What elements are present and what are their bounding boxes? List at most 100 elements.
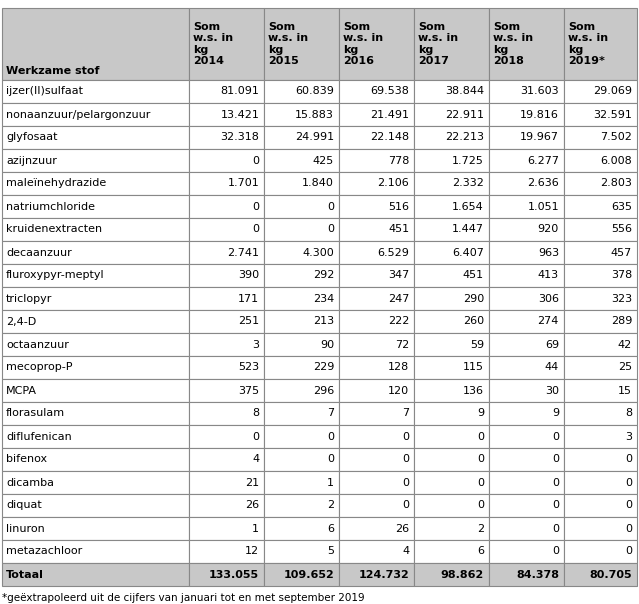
- Bar: [564, 517, 637, 540]
- Text: 0: 0: [477, 431, 484, 442]
- Bar: [2, 149, 189, 172]
- Text: 0: 0: [327, 225, 334, 234]
- Text: 0: 0: [252, 202, 259, 211]
- Bar: [189, 264, 265, 287]
- Text: octaanzuur: octaanzuur: [6, 339, 69, 350]
- Text: 124.732: 124.732: [358, 570, 409, 579]
- Text: 306: 306: [538, 294, 559, 303]
- Text: kruidenextracten: kruidenextracten: [6, 225, 102, 234]
- Text: 136: 136: [463, 385, 484, 396]
- Bar: [339, 448, 414, 471]
- Bar: [2, 287, 189, 310]
- Bar: [564, 241, 637, 264]
- Bar: [414, 540, 489, 563]
- Text: 22.213: 22.213: [445, 132, 484, 143]
- Text: fluroxypyr-meptyl: fluroxypyr-meptyl: [6, 271, 105, 280]
- Bar: [414, 195, 489, 218]
- Text: 15.883: 15.883: [295, 109, 334, 120]
- Text: 1: 1: [327, 478, 334, 487]
- Bar: [339, 103, 414, 126]
- Bar: [2, 195, 189, 218]
- Text: *geëxtrapoleerd uit de cijfers van januari tot en met september 2019: *geëxtrapoleerd uit de cijfers van janua…: [2, 593, 365, 603]
- Text: 81.091: 81.091: [220, 86, 259, 97]
- Text: 0: 0: [552, 431, 559, 442]
- Bar: [189, 563, 265, 586]
- Text: Werkzame stof: Werkzame stof: [6, 66, 100, 76]
- Bar: [265, 402, 339, 425]
- Text: 635: 635: [611, 202, 632, 211]
- Bar: [265, 379, 339, 402]
- Text: 6.529: 6.529: [377, 248, 409, 257]
- Text: 6: 6: [327, 524, 334, 533]
- Bar: [414, 149, 489, 172]
- Text: Totaal: Totaal: [6, 570, 44, 579]
- Bar: [564, 103, 637, 126]
- Text: 0: 0: [552, 501, 559, 510]
- Bar: [489, 333, 564, 356]
- Text: 4: 4: [252, 454, 259, 464]
- Bar: [339, 471, 414, 494]
- Text: dicamba: dicamba: [6, 478, 54, 487]
- Bar: [265, 8, 339, 80]
- Text: 60.839: 60.839: [295, 86, 334, 97]
- Bar: [564, 195, 637, 218]
- Text: 8: 8: [625, 408, 632, 419]
- Text: 0: 0: [402, 454, 409, 464]
- Text: 1.447: 1.447: [452, 225, 484, 234]
- Text: 2.332: 2.332: [452, 179, 484, 188]
- Text: 29.069: 29.069: [593, 86, 632, 97]
- Bar: [2, 494, 189, 517]
- Bar: [564, 563, 637, 586]
- Bar: [414, 310, 489, 333]
- Bar: [339, 149, 414, 172]
- Text: 7.502: 7.502: [600, 132, 632, 143]
- Text: 2.803: 2.803: [600, 179, 632, 188]
- Bar: [265, 126, 339, 149]
- Bar: [414, 80, 489, 103]
- Text: 290: 290: [463, 294, 484, 303]
- Bar: [564, 402, 637, 425]
- Text: 98.862: 98.862: [441, 570, 484, 579]
- Text: 0: 0: [402, 431, 409, 442]
- Text: 2: 2: [477, 524, 484, 533]
- Bar: [489, 540, 564, 563]
- Bar: [189, 517, 265, 540]
- Bar: [564, 8, 637, 80]
- Text: 171: 171: [238, 294, 259, 303]
- Bar: [564, 172, 637, 195]
- Bar: [339, 172, 414, 195]
- Bar: [339, 287, 414, 310]
- Bar: [189, 149, 265, 172]
- Bar: [189, 402, 265, 425]
- Bar: [414, 517, 489, 540]
- Bar: [339, 126, 414, 149]
- Bar: [189, 287, 265, 310]
- Bar: [489, 287, 564, 310]
- Bar: [265, 287, 339, 310]
- Text: diflufenican: diflufenican: [6, 431, 72, 442]
- Text: decaanzuur: decaanzuur: [6, 248, 72, 257]
- Text: 260: 260: [463, 316, 484, 327]
- Text: 2.636: 2.636: [527, 179, 559, 188]
- Text: 7: 7: [327, 408, 334, 419]
- Bar: [339, 540, 414, 563]
- Bar: [489, 149, 564, 172]
- Text: Som
w.s. in
kg
2018: Som w.s. in kg 2018: [493, 22, 533, 66]
- Text: 0: 0: [327, 431, 334, 442]
- Text: 5: 5: [327, 547, 334, 556]
- Text: 19.967: 19.967: [520, 132, 559, 143]
- Bar: [339, 195, 414, 218]
- Text: 1.840: 1.840: [302, 179, 334, 188]
- Text: 375: 375: [238, 385, 259, 396]
- Text: 21.491: 21.491: [370, 109, 409, 120]
- Bar: [2, 471, 189, 494]
- Text: 229: 229: [313, 362, 334, 373]
- Bar: [265, 149, 339, 172]
- Text: metazachloor: metazachloor: [6, 547, 82, 556]
- Text: 556: 556: [611, 225, 632, 234]
- Bar: [2, 103, 189, 126]
- Text: 109.652: 109.652: [284, 570, 334, 579]
- Bar: [2, 356, 189, 379]
- Bar: [564, 379, 637, 402]
- Bar: [339, 425, 414, 448]
